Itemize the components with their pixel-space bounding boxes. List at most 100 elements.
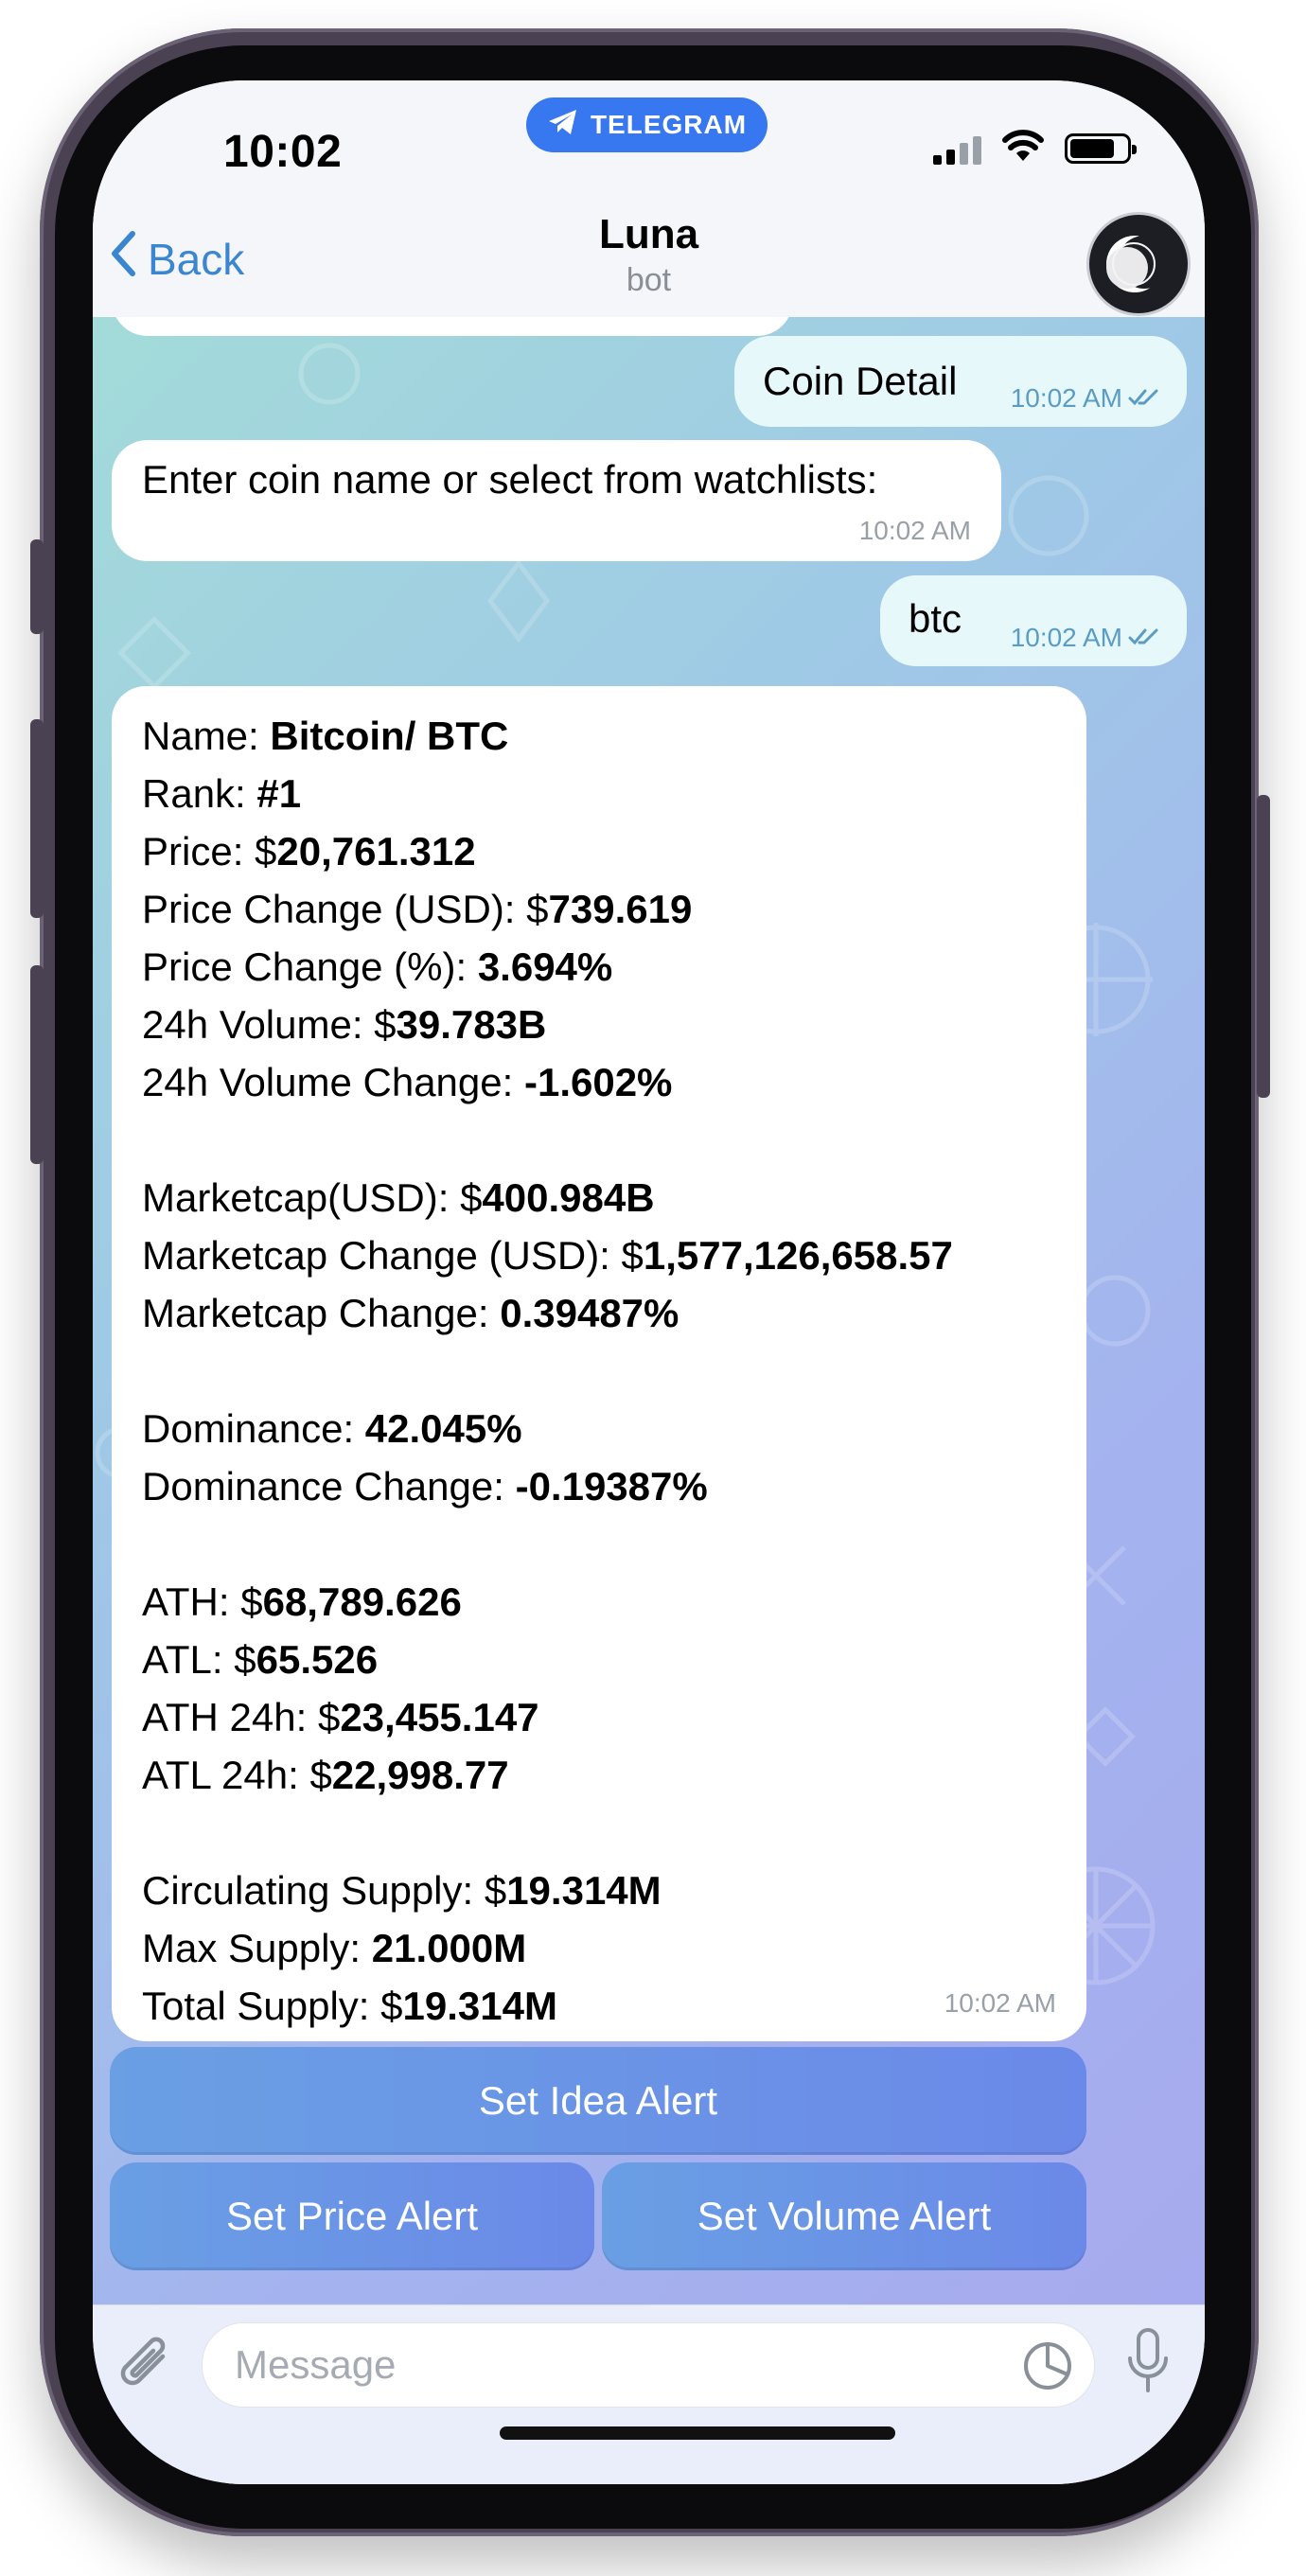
message-placeholder: Message: [235, 2342, 397, 2387]
message-input-bar: Message: [93, 2304, 1205, 2484]
detail-value: 23,455.147: [340, 1695, 539, 1739]
sticker-icon[interactable]: [1022, 2340, 1073, 2396]
detail-line: Price Change (USD): $739.619: [142, 880, 953, 938]
detail-line: Dominance: 42.045%: [142, 1400, 953, 1457]
status-icons: [933, 130, 1137, 167]
button-label: Set Idea Alert: [478, 2078, 718, 2123]
status-time: 10:02: [223, 127, 343, 177]
detail-line: ATH: $68,789.626: [142, 1573, 953, 1631]
detail-label: Total Supply:: [142, 1984, 381, 2028]
detail-value: 739.619: [548, 887, 693, 931]
detail-value: 19.314M: [402, 1984, 557, 2028]
message-time: 10:02 AM: [1010, 383, 1122, 413]
message-meta: 10:02 AM: [1011, 383, 1162, 414]
detail-label: Dominance:: [142, 1406, 365, 1451]
telegram-pill[interactable]: TELEGRAM: [526, 97, 768, 152]
detail-value: -1.602%: [523, 1060, 673, 1104]
message-text: Enter coin name or select from watchlist…: [142, 457, 878, 502]
detail-label: ATL 24h:: [142, 1753, 310, 1797]
detail-currency-prefix: $: [380, 1984, 403, 2028]
set-idea-alert-button[interactable]: Set Idea Alert: [110, 2047, 1086, 2155]
detail-currency-prefix: $: [234, 1637, 256, 1682]
message-prompt[interactable]: Enter coin name or select from watchlist…: [112, 440, 1001, 561]
button-label: Set Price Alert: [225, 2194, 479, 2238]
detail-line: Dominance Change: -0.19387%: [142, 1457, 953, 1515]
home-indicator: [500, 2426, 895, 2440]
detail-value: 19.314M: [506, 1868, 662, 1913]
detail-line: Price Change (%): 3.694%: [142, 938, 953, 996]
detail-value: -0.19387%: [515, 1464, 708, 1509]
detail-line: Marketcap Change (USD): $1,577,126,658.5…: [142, 1226, 953, 1284]
detail-value: 68,789.626: [262, 1579, 462, 1624]
detail-label: Marketcap(USD):: [142, 1175, 461, 1220]
detail-label: Price:: [142, 829, 256, 873]
battery-icon: [1065, 132, 1137, 164]
telegram-plane-icon: [547, 108, 579, 143]
detail-label: ATH 24h:: [142, 1695, 318, 1739]
detail-line: 24h Volume: $39.783B: [142, 996, 953, 1053]
message-time: 10:02 AM: [1010, 623, 1122, 652]
detail-value: 400.984B: [482, 1175, 655, 1220]
avatar[interactable]: [1089, 215, 1188, 313]
detail-value: 1,577,126,658.57: [643, 1233, 953, 1278]
chat-subtitle: bot: [626, 262, 672, 298]
detail-value: 22,998.77: [331, 1753, 509, 1797]
detail-label: Marketcap Change:: [142, 1291, 501, 1335]
paperclip-icon[interactable]: [117, 2334, 174, 2401]
detail-line: Marketcap Change: 0.39487%: [142, 1284, 953, 1342]
signal-icon: [933, 132, 981, 165]
detail-spacer: [142, 1804, 953, 1861]
detail-line: Rank: #1: [142, 765, 953, 822]
detail-currency-prefix: $: [621, 1233, 644, 1278]
message-input[interactable]: Message: [202, 2322, 1095, 2408]
back-button[interactable]: Back: [110, 230, 244, 288]
detail-label: Price Change (USD):: [142, 887, 527, 931]
side-button-power: [1257, 795, 1270, 1098]
detail-line: Marketcap(USD): $400.984B: [142, 1169, 953, 1226]
moon-icon: [1091, 217, 1186, 311]
detail-label: Circulating Supply:: [142, 1868, 485, 1913]
detail-label: Marketcap Change (USD):: [142, 1233, 622, 1278]
message-text: Coin Detail: [763, 359, 958, 403]
detail-line: Max Supply: 21.000M: [142, 1919, 953, 1977]
detail-currency-prefix: $: [460, 1175, 483, 1220]
detail-value: 65.526: [256, 1637, 379, 1682]
detail-label: Rank:: [142, 771, 257, 816]
detail-label: ATH:: [142, 1579, 241, 1624]
detail-currency-prefix: $: [374, 1002, 397, 1047]
message-text: btc: [909, 596, 962, 641]
message-coin-detail[interactable]: Coin Detail 10:02 AM: [734, 336, 1187, 427]
detail-label: Name:: [142, 714, 271, 758]
message-btc[interactable]: btc 10:02 AM: [880, 575, 1187, 666]
wifi-icon: [1002, 130, 1044, 167]
chat-area: Coin Detail 10:02 AM Enter coin name or …: [93, 317, 1205, 2304]
detail-line: Circulating Supply: $19.314M: [142, 1861, 953, 1919]
detail-line: 24h Volume Change: -1.602%: [142, 1053, 953, 1111]
side-button-volume-down: [30, 965, 44, 1164]
detail-line: Price: $20,761.312: [142, 822, 953, 880]
detail-value: 3.694%: [477, 944, 613, 989]
detail-line: ATL 24h: $22,998.77: [142, 1746, 953, 1804]
detail-line: ATL: $65.526: [142, 1631, 953, 1688]
set-volume-alert-button[interactable]: Set Volume Alert: [602, 2162, 1086, 2270]
chat-name: Luna: [598, 211, 699, 257]
message-meta: 10:02 AM: [1011, 623, 1162, 653]
detail-value: #1: [256, 771, 302, 816]
detail-spacer: [142, 1111, 953, 1169]
detail-label: Max Supply:: [142, 1926, 372, 1970]
detail-spacer: [142, 1342, 953, 1400]
set-price-alert-button[interactable]: Set Price Alert: [110, 2162, 594, 2270]
message-time: 10:02 AM: [944, 1988, 1056, 2018]
detail-label: Dominance Change:: [142, 1464, 516, 1509]
microphone-icon[interactable]: [1124, 2326, 1172, 2403]
detail-label: 24h Volume:: [142, 1002, 375, 1047]
detail-spacer: [142, 1515, 953, 1573]
chat-title[interactable]: Luna bot: [93, 211, 1205, 299]
detail-value: 0.39487%: [500, 1291, 679, 1335]
detail-currency-prefix: $: [309, 1753, 332, 1797]
coin-detail-message[interactable]: Name: Bitcoin/ BTC Rank: #1 Price: $20,761…: [112, 686, 1086, 2041]
detail-label: Price Change (%):: [142, 944, 478, 989]
detail-currency-prefix: $: [526, 887, 549, 931]
detail-value: 21.000M: [371, 1926, 527, 1970]
detail-line: ATH 24h: $23,455.147: [142, 1688, 953, 1746]
